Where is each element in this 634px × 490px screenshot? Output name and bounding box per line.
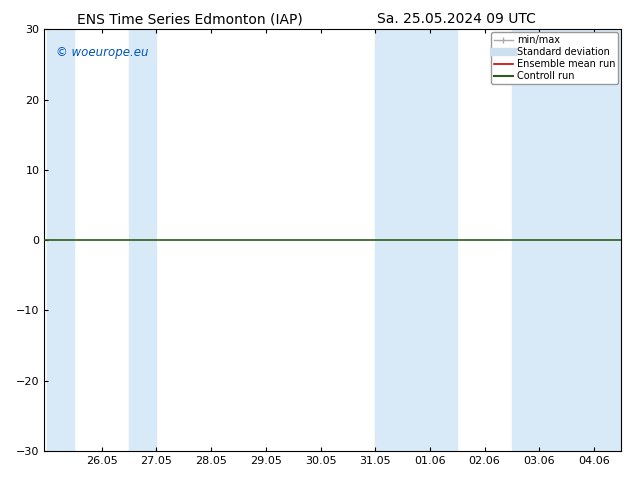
Bar xyxy=(512,29,621,451)
Text: © woeurope.eu: © woeurope.eu xyxy=(56,46,148,59)
Bar xyxy=(375,29,457,451)
Bar xyxy=(129,29,157,451)
Text: ENS Time Series Edmonton (IAP): ENS Time Series Edmonton (IAP) xyxy=(77,12,303,26)
Legend: min/max, Standard deviation, Ensemble mean run, Controll run: min/max, Standard deviation, Ensemble me… xyxy=(491,32,618,84)
Bar xyxy=(47,29,74,451)
Text: Sa. 25.05.2024 09 UTC: Sa. 25.05.2024 09 UTC xyxy=(377,12,536,26)
